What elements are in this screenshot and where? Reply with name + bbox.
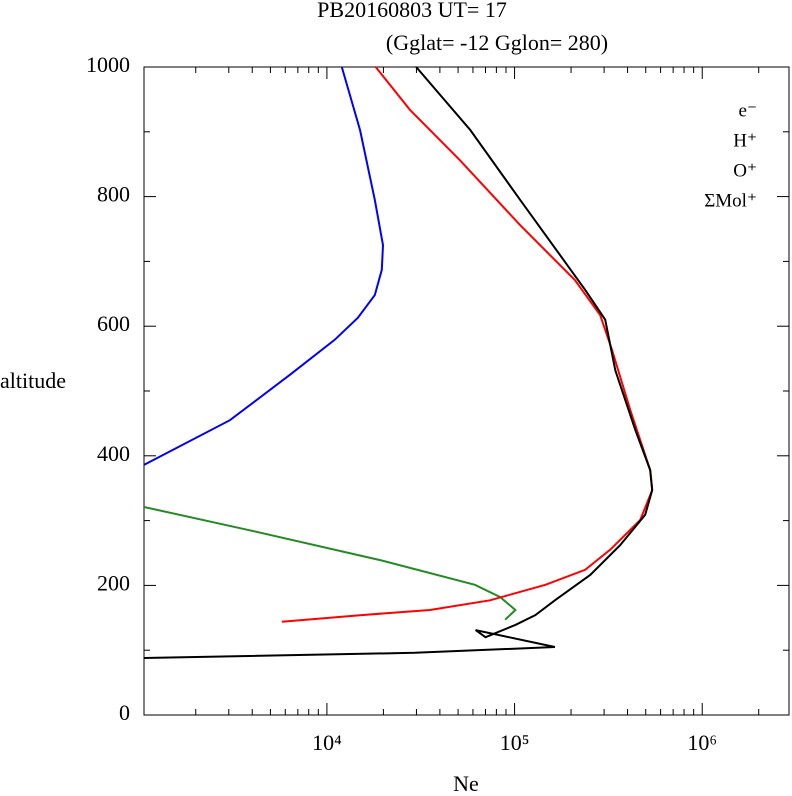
y-tick-label: 200 xyxy=(97,570,130,595)
y-tick-label: 1000 xyxy=(86,52,130,77)
legend-entry: e⁻ xyxy=(739,100,757,121)
y-tick-label: 800 xyxy=(97,182,130,207)
x-tick-label: 10⁶ xyxy=(687,730,717,755)
legend-entry: ΣMol⁺ xyxy=(704,190,757,211)
series-line xyxy=(281,66,654,623)
series-line xyxy=(143,506,517,621)
x-tick-label: 10⁴ xyxy=(312,730,342,755)
y-tick-label: 0 xyxy=(119,700,130,725)
plot-frame xyxy=(143,66,790,716)
y-tick-label: 600 xyxy=(97,311,130,336)
series-line xyxy=(143,66,385,466)
legend-entry: O⁺ xyxy=(733,160,757,181)
chart-subtitle: (Gglat= -12 Gglon= 280) xyxy=(386,30,608,55)
legend-entry: H⁺ xyxy=(733,130,757,151)
y-tick-label: 400 xyxy=(97,441,130,466)
x-tick-label: 10⁵ xyxy=(500,730,530,755)
y-axis-label: altitude xyxy=(0,368,66,393)
series-line xyxy=(143,66,654,659)
chart-title: PB20160803 UT= 17 xyxy=(317,0,507,22)
x-axis-label: Ne xyxy=(453,771,479,796)
